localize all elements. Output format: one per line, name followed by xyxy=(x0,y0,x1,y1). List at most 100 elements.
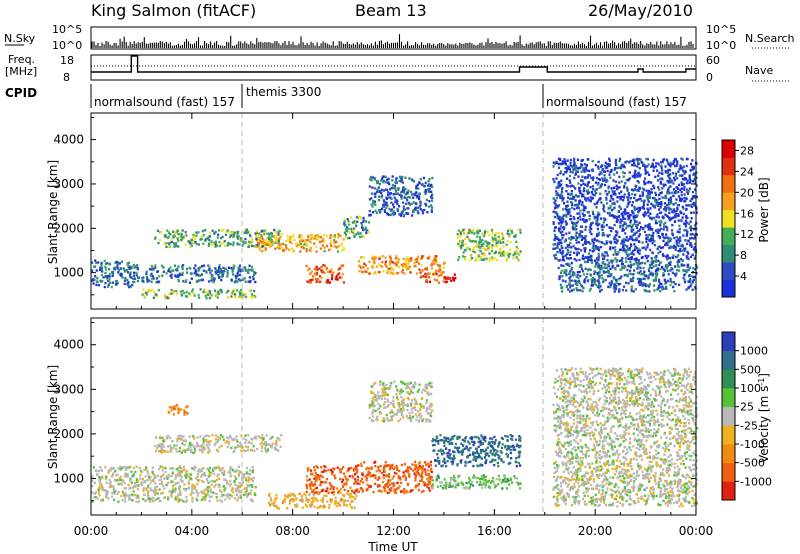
heatmap-cell xyxy=(247,492,250,495)
heatmap-cell xyxy=(457,258,460,262)
heatmap-cell xyxy=(629,278,632,281)
heatmap-cell xyxy=(182,264,185,267)
heatmap-cell xyxy=(169,233,172,236)
heatmap-cell xyxy=(400,180,403,183)
heatmap-cell xyxy=(202,467,205,470)
heatmap-cell xyxy=(585,169,588,172)
heatmap-cell xyxy=(119,465,122,469)
heatmap-cell xyxy=(103,489,106,492)
heatmap-cell xyxy=(591,250,594,253)
heatmap-cell xyxy=(581,254,584,257)
heatmap-cell xyxy=(575,164,578,168)
heatmap-cell xyxy=(588,228,591,232)
heatmap-cell xyxy=(615,253,618,256)
heatmap-cell xyxy=(400,263,403,266)
heatmap-cell xyxy=(599,245,602,249)
heatmap-cell xyxy=(134,493,137,497)
heatmap-cell xyxy=(414,207,417,211)
heatmap-cell xyxy=(113,266,116,269)
heatmap-cell xyxy=(238,290,241,294)
heatmap-cell xyxy=(673,236,676,240)
heatmap-cell xyxy=(239,494,242,497)
heatmap-cell xyxy=(199,469,202,472)
heatmap-cell xyxy=(633,262,636,266)
heatmap-cell xyxy=(683,193,686,196)
heatmap-cell xyxy=(428,190,431,193)
heatmap-cell xyxy=(204,494,207,498)
heatmap-cell xyxy=(685,270,688,273)
heatmap-cell xyxy=(674,158,678,161)
heatmap-cell xyxy=(624,222,627,225)
heatmap-cell xyxy=(559,172,562,175)
heatmap-cell xyxy=(564,220,567,223)
heatmap-cell xyxy=(554,211,557,214)
heatmap-cell xyxy=(601,252,604,256)
heatmap-cell xyxy=(177,481,180,484)
heatmap-cell xyxy=(596,227,599,231)
heatmap-cell xyxy=(413,265,416,268)
heatmap-cell xyxy=(484,240,487,243)
heatmap-cell xyxy=(645,234,648,237)
heatmap-cell xyxy=(654,165,657,168)
heatmap-cell xyxy=(598,173,601,176)
heatmap-cell xyxy=(93,495,96,499)
heatmap-cell xyxy=(637,158,640,161)
heatmap-cell xyxy=(631,224,634,227)
heatmap-cell xyxy=(165,242,168,245)
heatmap-cell xyxy=(557,239,560,242)
heatmap-cell xyxy=(94,496,97,499)
heatmap-cell xyxy=(430,204,433,207)
heatmap-cell xyxy=(642,193,645,196)
heatmap-cell xyxy=(569,270,572,273)
heatmap-cell xyxy=(560,241,563,245)
heatmap-cell xyxy=(642,266,645,270)
heatmap-cell xyxy=(188,241,191,244)
heatmap-cell xyxy=(142,489,145,492)
heatmap-cell xyxy=(159,465,162,468)
heatmap-cell xyxy=(561,226,564,229)
heatmap-cell xyxy=(207,469,210,472)
heatmap-cell xyxy=(673,272,676,276)
heatmap-cell xyxy=(456,236,459,239)
heatmap-cell xyxy=(691,270,695,274)
heatmap-cell xyxy=(562,161,565,164)
heatmap-cell xyxy=(387,191,390,194)
heatmap-cell xyxy=(378,270,381,274)
heatmap-cell xyxy=(170,292,173,295)
heatmap-cell xyxy=(563,240,566,243)
heatmap-cell xyxy=(675,164,678,167)
heatmap-cell xyxy=(93,492,96,495)
heatmap-cell xyxy=(383,200,386,203)
heatmap-cell xyxy=(244,241,247,244)
heatmap-cell xyxy=(482,247,485,250)
heatmap-cell xyxy=(390,271,393,274)
heatmap-cell xyxy=(111,274,114,278)
heatmap-cell xyxy=(97,469,100,473)
heatmap-cell xyxy=(159,231,163,234)
heatmap-cell xyxy=(584,238,587,242)
heatmap-cell xyxy=(463,232,466,235)
heatmap-cell xyxy=(223,470,226,473)
heatmap-cell xyxy=(207,236,210,240)
heatmap-cell xyxy=(646,165,649,168)
heatmap-cell xyxy=(567,272,570,275)
heatmap-cell xyxy=(190,478,193,481)
heatmap-cell xyxy=(98,494,101,497)
heatmap-cell xyxy=(572,244,575,248)
heatmap-cell xyxy=(374,271,377,274)
heatmap-cell xyxy=(625,178,628,182)
heatmap-cell xyxy=(221,467,224,470)
heatmap-cell xyxy=(405,196,408,200)
heatmap-cell xyxy=(663,225,666,229)
heatmap-cell xyxy=(249,498,253,502)
heatmap-cell xyxy=(608,261,611,264)
heatmap-cell xyxy=(171,490,174,493)
heatmap-cell xyxy=(123,282,126,286)
heatmap-cell xyxy=(213,468,216,471)
heatmap-cell xyxy=(463,237,467,241)
heatmap-cell xyxy=(400,178,403,181)
heatmap-cell xyxy=(244,268,247,271)
heatmap-cell xyxy=(376,190,379,194)
heatmap-cell xyxy=(217,266,221,269)
heatmap-cell xyxy=(644,177,647,180)
